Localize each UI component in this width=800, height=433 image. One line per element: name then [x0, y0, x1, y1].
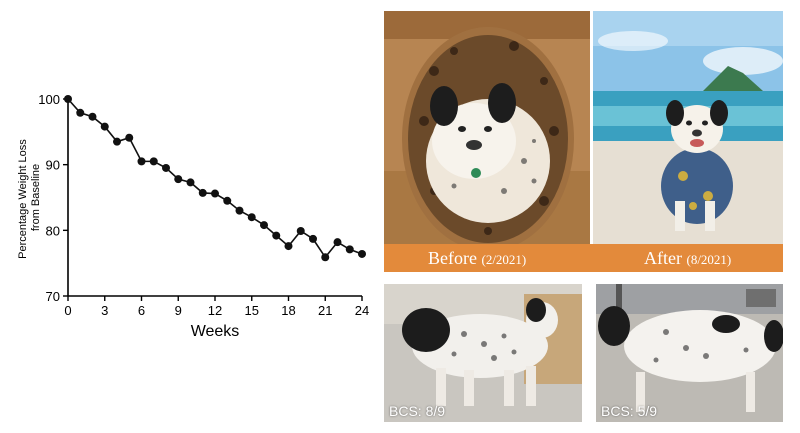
series-line	[67, 98, 363, 259]
before-caption: Before (2/2021)	[428, 247, 526, 271]
after-caption: After (8/2021)	[644, 247, 731, 271]
before-label: Before	[428, 248, 477, 268]
data-point	[149, 157, 158, 166]
x-tick-label: 24	[355, 303, 369, 318]
x-tick-label: 3	[101, 303, 108, 318]
data-point	[198, 188, 207, 197]
data-points	[64, 95, 366, 262]
data-point	[284, 242, 293, 251]
data-point	[223, 196, 232, 205]
data-point	[113, 137, 121, 146]
data-point	[211, 189, 219, 198]
data-point	[358, 249, 366, 258]
x-tick-label: 0	[64, 303, 71, 318]
y-tick-label: 70	[46, 289, 60, 304]
bcs-after-label: BCS: 5/9	[601, 403, 658, 419]
data-point	[162, 163, 170, 172]
dog-in-bed-illustration	[384, 11, 590, 244]
data-point	[64, 95, 72, 103]
x-tick-label: 9	[175, 303, 182, 318]
x-axis-label: Weeks	[191, 323, 240, 340]
photo-before	[384, 11, 590, 244]
y-tick-label: 80	[46, 223, 60, 238]
x-ticks: 0 3 6 9 12 15 18 21 24	[64, 296, 369, 318]
data-point	[333, 238, 342, 247]
y-tick-label: 90	[46, 158, 60, 173]
before-after-caption-bar	[384, 244, 783, 272]
after-date: (8/2021)	[686, 252, 732, 267]
y-axis-label-line-1: Percentage Weight Loss	[17, 139, 29, 259]
data-point	[321, 253, 330, 262]
photo-after	[593, 11, 783, 244]
data-point	[186, 178, 195, 187]
data-point	[100, 122, 109, 131]
x-tick-label: 21	[318, 303, 332, 318]
photo-bcs-before	[384, 284, 582, 422]
data-point	[174, 175, 183, 184]
dog-top-view-after-illustration	[596, 284, 783, 422]
x-tick-label: 6	[138, 303, 145, 318]
y-axis-label: Percentage Weight Loss from Baseline	[17, 136, 42, 259]
photo-bcs-after	[596, 284, 783, 422]
data-point	[296, 226, 305, 235]
after-label: After	[644, 248, 682, 268]
data-point	[247, 213, 256, 222]
dog-beach-backdrop-illustration	[593, 11, 783, 244]
x-tick-label: 12	[208, 303, 222, 318]
bcs-before-label: BCS: 8/9	[389, 403, 446, 419]
y-axis-label-line-2: from Baseline	[30, 164, 42, 231]
x-tick-label: 15	[245, 303, 259, 318]
data-point	[260, 221, 268, 230]
x-tick-label: 18	[281, 303, 295, 318]
y-tick-label: 100	[38, 92, 60, 107]
data-point	[125, 133, 134, 142]
weight-loss-chart: 0 3 6 9 12 15 18 21 24 70 80 90 100 Weeks Percentag…	[17, 92, 369, 340]
before-date: (2/2021)	[481, 252, 527, 267]
data-point	[235, 206, 244, 215]
data-point	[76, 108, 85, 117]
data-point	[88, 112, 97, 121]
dog-side-view-before-illustration	[384, 284, 582, 422]
data-point	[137, 157, 146, 166]
data-point	[272, 231, 281, 240]
y-ticks: 70 80 90 100	[38, 92, 68, 304]
data-point	[309, 234, 317, 243]
data-point	[345, 245, 354, 254]
